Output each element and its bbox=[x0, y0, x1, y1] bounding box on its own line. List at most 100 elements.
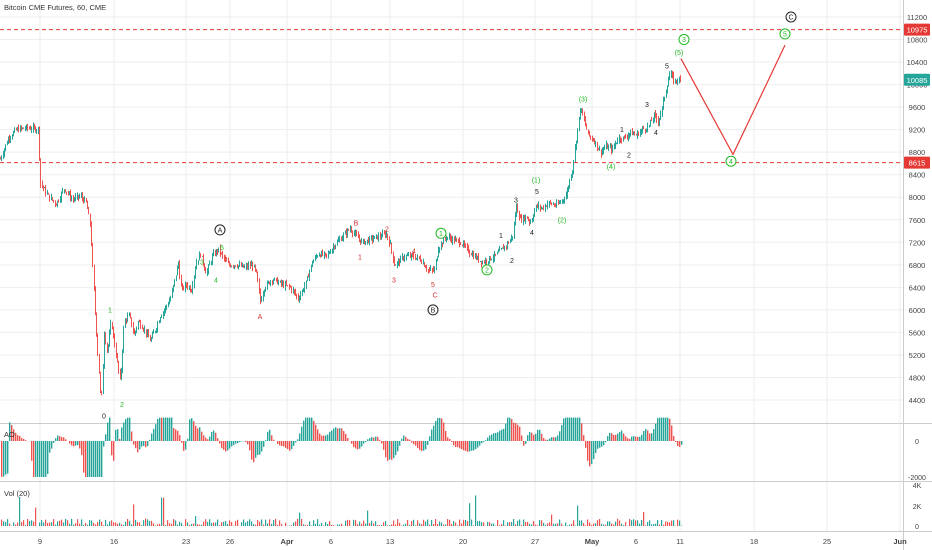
ao-bar bbox=[217, 438, 219, 441]
ao-bar bbox=[567, 417, 569, 441]
volume-bar bbox=[71, 518, 73, 526]
volume-bar bbox=[247, 521, 249, 526]
ao-bar bbox=[321, 435, 323, 441]
ao-bar bbox=[307, 417, 309, 441]
volume-bar bbox=[435, 519, 437, 526]
volume-bar bbox=[373, 523, 375, 526]
volume-bar bbox=[85, 522, 87, 526]
time-axis[interactable]: 9 16 23 26 Apr 6 13 20 27 May 6 11 18 25 Jun bbox=[38, 537, 907, 546]
ao-bar bbox=[339, 428, 341, 441]
ao-bar bbox=[565, 417, 567, 441]
volume-bar bbox=[427, 519, 429, 526]
ao-bar bbox=[111, 441, 113, 456]
volume-bar bbox=[599, 518, 601, 526]
ao-bar bbox=[447, 437, 449, 441]
volume-bar bbox=[267, 523, 269, 526]
time-tick-label: 13 bbox=[386, 537, 394, 546]
ao-bar bbox=[279, 441, 281, 446]
volume-bar bbox=[157, 524, 159, 526]
ao-bar bbox=[129, 417, 131, 441]
volume-bar bbox=[253, 524, 255, 526]
ao-bar bbox=[591, 441, 593, 465]
volume-bar bbox=[483, 522, 485, 526]
ao-bar bbox=[117, 429, 119, 441]
ao-bar bbox=[577, 417, 579, 441]
volume-bar bbox=[515, 524, 517, 526]
ao-bar bbox=[383, 441, 385, 450]
ao-bar bbox=[437, 418, 439, 441]
ao-bar bbox=[221, 441, 223, 449]
volume-bar bbox=[437, 524, 439, 526]
ao-bar bbox=[615, 434, 617, 441]
ao-bar bbox=[9, 422, 11, 441]
volume-bar bbox=[665, 521, 667, 526]
volume-bar bbox=[333, 525, 335, 526]
ao-bar bbox=[375, 436, 377, 441]
volume-bar bbox=[165, 524, 167, 526]
volume-bar bbox=[667, 521, 669, 526]
volume-bar bbox=[519, 519, 521, 526]
volume-bar bbox=[131, 524, 133, 526]
price-tick-label: 5600 bbox=[909, 328, 926, 337]
ao-bar bbox=[397, 441, 399, 452]
indicator-axes[interactable]: 0 -2000 0 2K 4K bbox=[908, 439, 926, 531]
ao-bar bbox=[195, 425, 197, 441]
ao-bar bbox=[499, 430, 501, 441]
ao-bar bbox=[3, 441, 5, 477]
wave-label: (5) bbox=[675, 50, 684, 57]
price-tick-label: 7600 bbox=[909, 216, 926, 225]
ao-bar bbox=[355, 441, 357, 449]
ao-bar bbox=[533, 434, 535, 441]
ao-bar bbox=[451, 441, 453, 442]
wave-label-circle bbox=[435, 227, 447, 239]
ao-bar bbox=[133, 441, 135, 445]
volume-bar bbox=[301, 519, 303, 526]
volume-bar bbox=[309, 521, 311, 526]
volume-bar bbox=[611, 523, 613, 526]
ao-bar bbox=[59, 436, 61, 441]
ao-bar bbox=[153, 429, 155, 441]
volume-bar bbox=[291, 525, 293, 526]
volume-bar bbox=[133, 504, 135, 526]
volume-bar bbox=[155, 525, 157, 526]
price-tick-label: 9200 bbox=[909, 126, 926, 135]
volume-bar bbox=[103, 525, 105, 526]
ao-bar bbox=[625, 436, 627, 441]
volume-bar bbox=[171, 523, 173, 526]
volume-bar bbox=[255, 524, 257, 526]
last-price-label: 10085 bbox=[907, 76, 928, 85]
volume-bar bbox=[135, 519, 137, 526]
ao-bar bbox=[169, 417, 171, 441]
time-tick-label: 20 bbox=[459, 537, 467, 546]
wave-label: 0 bbox=[102, 413, 106, 420]
ao-bar bbox=[599, 441, 601, 448]
volume-bar bbox=[589, 522, 591, 526]
ao-bar bbox=[403, 435, 405, 441]
volume-bar bbox=[175, 520, 177, 526]
price-tick-label: 10400 bbox=[907, 58, 928, 67]
volume-bar bbox=[653, 524, 655, 526]
volume-bar bbox=[189, 524, 191, 526]
volume-bar bbox=[41, 519, 43, 526]
volume-bar bbox=[181, 523, 183, 526]
volume-bar bbox=[143, 520, 145, 526]
ao-bar bbox=[39, 441, 41, 477]
ao-bar bbox=[165, 417, 167, 441]
wave-label: 1 bbox=[620, 127, 624, 134]
ao-bar bbox=[435, 421, 437, 441]
ao-bar bbox=[613, 434, 615, 441]
ao-bar bbox=[343, 431, 345, 441]
ao-bar bbox=[135, 441, 137, 449]
volume-bar bbox=[141, 525, 143, 526]
volume-bar bbox=[43, 522, 45, 526]
volume-bar bbox=[525, 521, 527, 526]
volume-bar bbox=[83, 524, 85, 526]
volume-bar bbox=[81, 519, 83, 526]
volume-bar bbox=[337, 524, 339, 526]
volume-histogram bbox=[1, 495, 683, 526]
wave-label-circle bbox=[785, 11, 797, 23]
price-axis[interactable]: 4400 4800 5200 5600 6000 6400 6800 7200 7600 8000… bbox=[907, 13, 928, 405]
price-tick-label: 8000 bbox=[909, 193, 926, 202]
ao-bar bbox=[609, 432, 611, 441]
